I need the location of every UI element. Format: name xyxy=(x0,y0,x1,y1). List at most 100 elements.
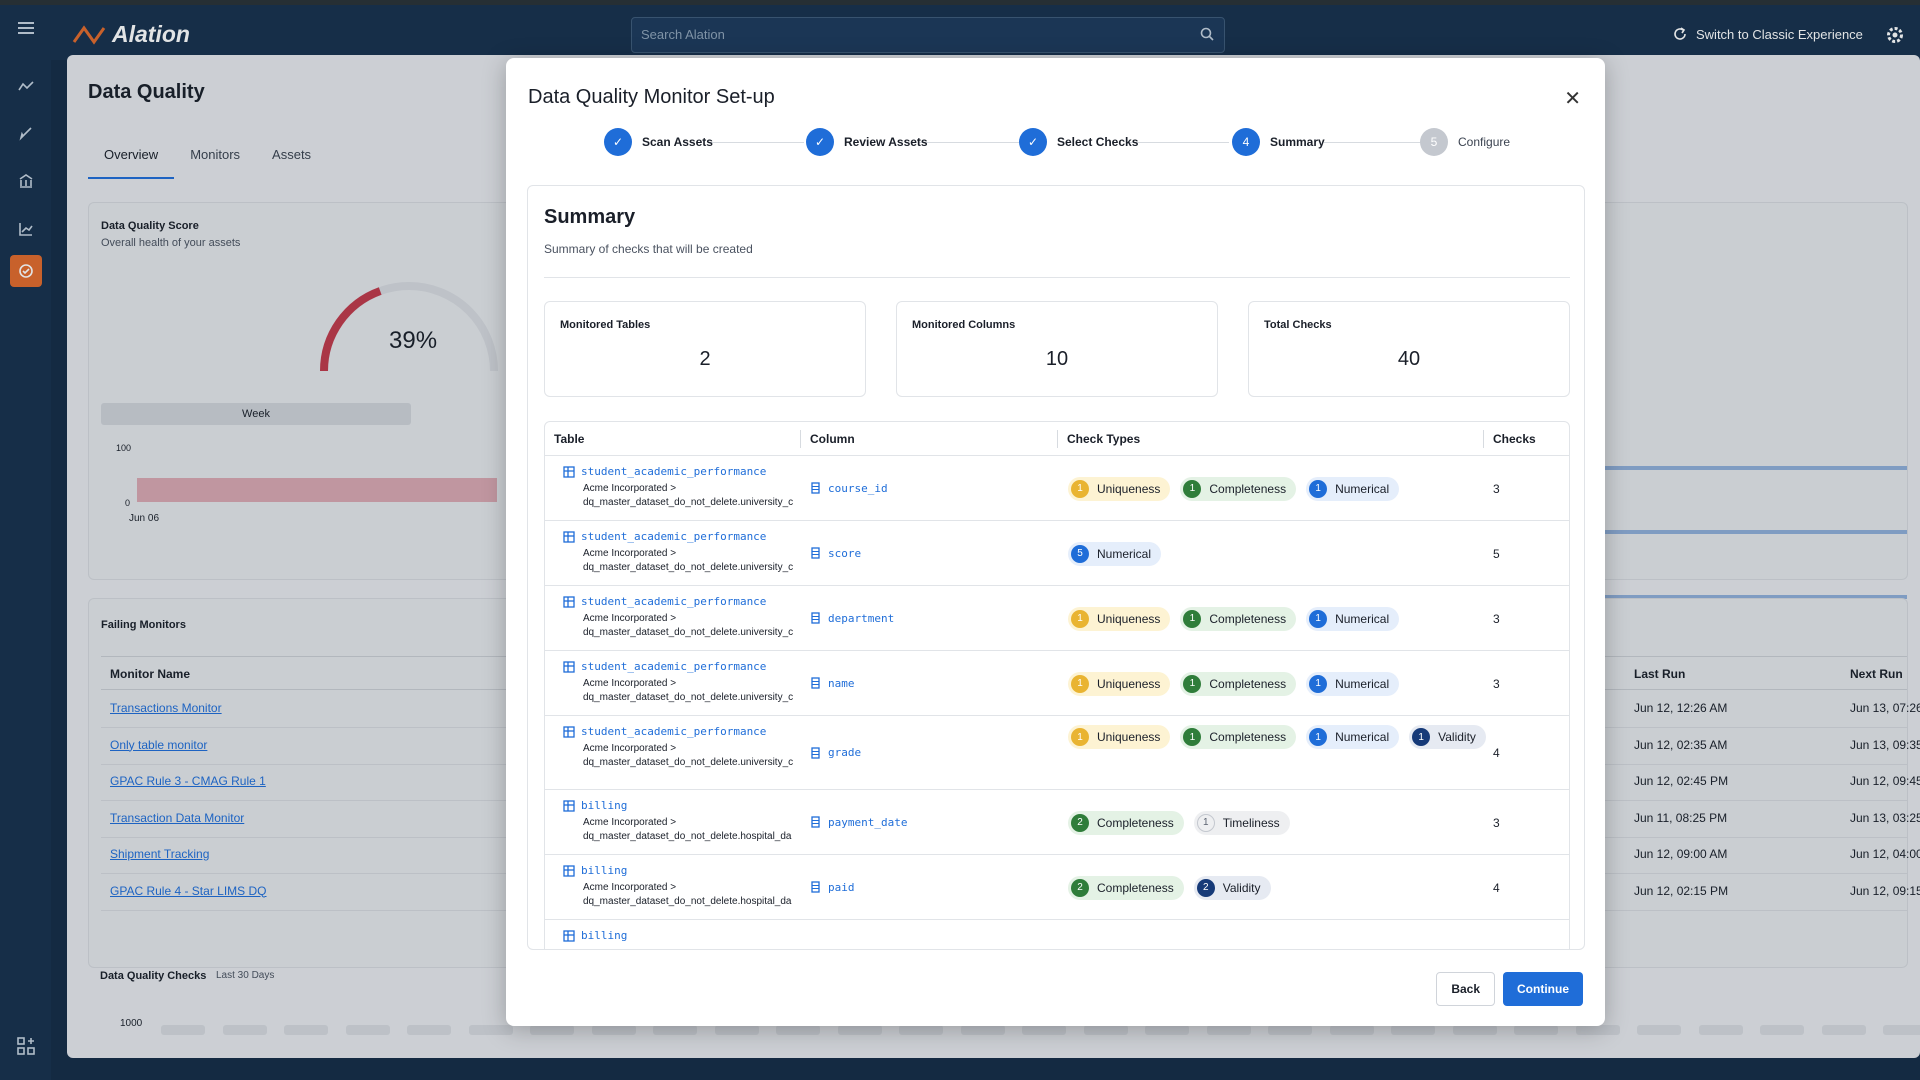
checks-bar xyxy=(653,1025,697,1035)
table-link[interactable]: student_academic_performance xyxy=(563,530,766,543)
stat-label: Monitored Tables xyxy=(560,319,651,331)
checks-bar xyxy=(1637,1025,1681,1035)
last-run-value: Jun 12, 02:45 PM xyxy=(1634,774,1729,788)
step-scan-assets[interactable]: ✓ Scan Assets xyxy=(604,128,713,156)
step-summary[interactable]: 4 Summary xyxy=(1232,128,1325,156)
chip-count: 1 xyxy=(1309,479,1328,498)
table-link[interactable]: student_academic_performance xyxy=(563,660,766,673)
checks-bar xyxy=(468,1025,513,1035)
column-link[interactable]: score xyxy=(811,547,861,560)
checks-bar xyxy=(1514,1025,1558,1035)
failing-monitor-link[interactable]: Transactions Monitor xyxy=(110,701,222,715)
setup-stepper: ✓ Scan Assets ✓ Review Assets ✓ Select Chec… xyxy=(604,128,1510,158)
score-value: 39% xyxy=(389,327,438,354)
sidebar-catalog-icon[interactable] xyxy=(10,165,42,197)
score-gauge xyxy=(320,282,498,372)
next-run-value: Jun 12, 09:15 P xyxy=(1850,883,1920,898)
search-input[interactable]: Search Alation xyxy=(631,17,1225,53)
sidebar-compose-icon[interactable] xyxy=(10,117,42,149)
checks-bar xyxy=(1206,1025,1251,1035)
failing-monitor-link[interactable]: Transaction Data Monitor xyxy=(110,810,245,825)
last-run-value: Jun 11, 08:25 PM xyxy=(1634,810,1728,825)
check-chip: 1 Validity xyxy=(1409,725,1486,749)
gear-icon[interactable] xyxy=(1885,25,1905,45)
table-row[interactable]: student_academic_performance Acme Incorpo… xyxy=(545,651,1569,716)
sidebar-analytics-icon[interactable] xyxy=(10,213,42,245)
back-button[interactable]: Back xyxy=(1436,972,1495,1006)
table-row[interactable]: student_academic_performance Acme Incorpo… xyxy=(545,521,1569,586)
failing-monitor-link[interactable]: Shipment Tracking xyxy=(110,847,210,861)
checks-bar xyxy=(1145,1025,1189,1035)
close-icon[interactable]: ✕ xyxy=(1564,88,1581,110)
table-row[interactable]: billing Acme Incorporated > dq_master_data… xyxy=(545,790,1569,855)
continue-button[interactable]: Continue xyxy=(1503,972,1583,1006)
path-line: dq_master_dataset_do_not_delete.universi… xyxy=(583,692,794,703)
chip-label: Completeness xyxy=(1209,481,1287,496)
table-row[interactable]: billing xyxy=(545,920,1569,949)
column-link[interactable]: paid xyxy=(811,881,855,894)
path-line: Acme Incorporated > xyxy=(583,613,677,624)
checks-bar xyxy=(1391,1025,1435,1035)
chip-label: Uniqueness xyxy=(1097,481,1161,496)
column-link[interactable]: name xyxy=(811,677,855,690)
table-link[interactable]: billing xyxy=(563,864,627,877)
column-name: name xyxy=(828,676,855,690)
failing-monitor-link[interactable]: GPAC Rule 4 - Star LIMS DQ xyxy=(110,883,267,898)
column-link[interactable]: grade xyxy=(811,746,861,759)
table-row[interactable]: billing Acme Incorporated > dq_master_data… xyxy=(545,855,1569,920)
summary-title: Summary xyxy=(544,206,636,228)
table-row[interactable]: student_academic_performance Acme Incorpo… xyxy=(545,716,1569,790)
score-area xyxy=(137,478,497,502)
step-configure[interactable]: 5 Configure xyxy=(1420,128,1510,156)
failing-monitor-link[interactable]: Only table monitor xyxy=(110,737,208,752)
column-link[interactable]: department xyxy=(811,612,894,625)
switch-classic-button[interactable]: Switch to Classic Experience xyxy=(1672,26,1863,42)
sidebar-trends-icon[interactable] xyxy=(10,70,42,102)
failing-monitor-link[interactable]: GPAC Rule 3 - CMAG Rule 1 xyxy=(110,774,266,788)
alation-logo[interactable]: Alation xyxy=(72,21,190,48)
step-select-checks[interactable]: ✓ Select Checks xyxy=(1019,128,1138,156)
table-link[interactable]: billing xyxy=(563,799,627,812)
table-row[interactable]: student_academic_performance Acme Incorpo… xyxy=(545,456,1569,521)
chip-count: 1 xyxy=(1183,674,1202,693)
table-name: billing xyxy=(581,864,628,877)
table-link[interactable]: billing xyxy=(563,929,627,942)
tab-monitors[interactable]: Monitors xyxy=(190,147,241,162)
table-link[interactable]: student_academic_performance xyxy=(563,465,766,478)
table-link[interactable]: student_academic_performance xyxy=(563,725,766,738)
apps-grid-icon[interactable] xyxy=(10,1030,42,1062)
search-icon[interactable] xyxy=(1200,27,1214,41)
chip-count: 1 xyxy=(1412,728,1431,746)
col-column: Column xyxy=(810,432,855,446)
tab-assets[interactable]: Assets xyxy=(272,147,312,162)
column-link[interactable]: course_id xyxy=(811,482,888,495)
path-line: dq_master_dataset_do_not_delete.universi… xyxy=(583,497,794,508)
checks-bar xyxy=(591,1025,636,1035)
table-row[interactable]: student_academic_performance Acme Incorpo… xyxy=(545,586,1569,651)
check-chip: 2 Completeness xyxy=(1068,875,1184,900)
table-icon xyxy=(563,929,575,942)
table-link[interactable]: student_academic_performance xyxy=(563,595,766,608)
period-selector[interactable]: Week xyxy=(101,403,411,425)
check-type-chips: 1 Uniqueness 1 Completeness 1 Numerical xyxy=(1068,476,1488,501)
checks-axis: 1000 xyxy=(120,1018,143,1029)
path-line: dq_master_dataset_do_not_delete.universi… xyxy=(583,757,794,768)
failing-title: Failing Monitors xyxy=(101,619,186,631)
column-link[interactable]: payment_date xyxy=(811,816,907,829)
checks-bar xyxy=(776,1025,820,1035)
tab-overview[interactable]: Overview xyxy=(88,147,175,179)
sidebar-data-quality-icon[interactable] xyxy=(10,255,42,287)
table-path: Acme Incorporated > dq_master_dataset_do_… xyxy=(583,547,797,575)
table-name: billing xyxy=(581,799,628,812)
refresh-icon xyxy=(1674,27,1686,40)
table-icon xyxy=(563,660,575,673)
step-label: Review Assets xyxy=(844,135,928,149)
step-review-assets[interactable]: ✓ Review Assets xyxy=(806,128,928,156)
menu-icon[interactable] xyxy=(18,27,34,29)
next-run-value: Jun 12, 04:00 P xyxy=(1850,847,1920,861)
table-name: student_academic_performance xyxy=(581,595,767,608)
column-icon xyxy=(811,816,820,828)
checks-count: 5 xyxy=(1493,546,1500,561)
table-name: student_academic_performance xyxy=(581,530,767,543)
chip-label: Completeness xyxy=(1097,880,1174,895)
